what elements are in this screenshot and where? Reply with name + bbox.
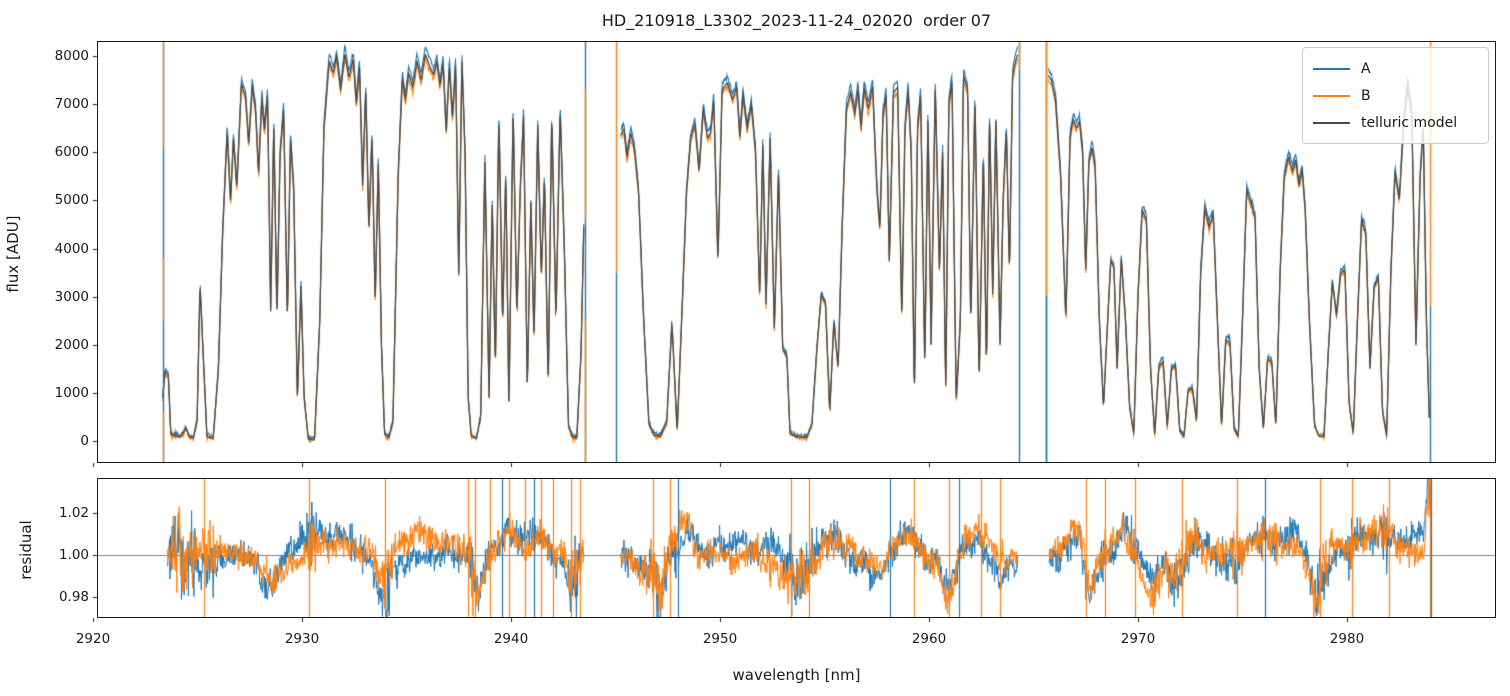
flux-tick-label: 1000 <box>54 384 89 401</box>
residual-tick-label: 0.98 <box>58 589 89 605</box>
residual-axis-label: residual <box>17 520 35 580</box>
legend-label-A: A <box>1361 60 1371 77</box>
x-tick-label: 2940 <box>493 631 529 647</box>
flux-tick-label: 0 <box>80 432 89 449</box>
legend-line-model <box>1313 121 1350 124</box>
residual-tick-label: 1.02 <box>58 505 89 522</box>
flux-axis-label: flux [ADU] <box>4 215 22 293</box>
legend-entry-B: B <box>1313 82 1478 109</box>
flux-tick-label: 2000 <box>54 336 89 353</box>
wavelength-axis-label: wavelength [nm] <box>732 666 861 684</box>
chart-title: HD_210918_L3302_2023-11-24_02020 order 0… <box>601 11 992 30</box>
x-tick-label: 2970 <box>1120 631 1156 647</box>
legend-entry-A: A <box>1313 55 1478 82</box>
x-tick-label: 2950 <box>702 631 738 647</box>
flux-tick-label: 5000 <box>54 192 89 209</box>
x-tick-label: 2960 <box>911 631 947 647</box>
legend-label-B: B <box>1361 87 1371 104</box>
legend-line-A <box>1313 67 1350 70</box>
x-tick-label: 2930 <box>284 631 320 647</box>
flux-tick-label: 3000 <box>54 288 89 305</box>
residual-tick-label: 1.00 <box>58 547 89 564</box>
flux-tick-label: 6000 <box>54 144 89 161</box>
legend-entry-model: telluric model <box>1313 109 1478 136</box>
flux-tick-label: 4000 <box>54 240 89 257</box>
x-tick-label: 2920 <box>75 631 111 647</box>
legend-label-model: telluric model <box>1361 114 1458 131</box>
flux-tick-label: 8000 <box>54 48 89 65</box>
x-tick-label: 2980 <box>1329 631 1365 647</box>
flux-tick-label: 7000 <box>54 96 89 113</box>
legend-line-B <box>1313 94 1350 97</box>
